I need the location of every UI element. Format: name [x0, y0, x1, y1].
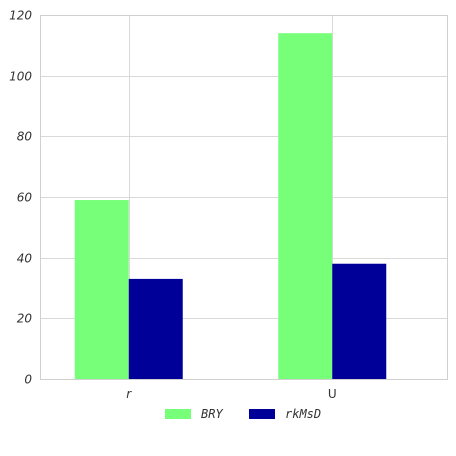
- bar-BRY-r: [74, 200, 129, 379]
- y-tick-label: 40: [17, 252, 33, 266]
- legend-swatch-BRY: [165, 409, 191, 419]
- x-tick-label: U: [328, 387, 337, 401]
- plot-frame: [40, 15, 448, 380]
- x-tick-label: r: [126, 387, 132, 401]
- legend: BRY rkMsD: [165, 407, 321, 421]
- legend-label-rkMsD: rkMsD: [285, 407, 321, 421]
- legend-label-BRY: BRY: [201, 407, 223, 421]
- y-tick-label: 60: [17, 191, 33, 205]
- y-tick-label: 80: [17, 130, 33, 144]
- bar-rkMsD-U: [332, 263, 387, 379]
- legend-swatch-rkMsD: [249, 409, 275, 419]
- bar-rkMsD-r: [128, 278, 183, 379]
- y-tick-label: 100: [9, 70, 32, 84]
- y-tick-label: 120: [9, 9, 32, 23]
- bars: [74, 33, 387, 379]
- y-tick-label: 0: [24, 373, 32, 387]
- bar-BRY-U: [278, 33, 333, 379]
- y-tick-label: 20: [17, 312, 33, 326]
- y-axis-ticks: 0 20 40 60 80 100 120: [9, 9, 32, 387]
